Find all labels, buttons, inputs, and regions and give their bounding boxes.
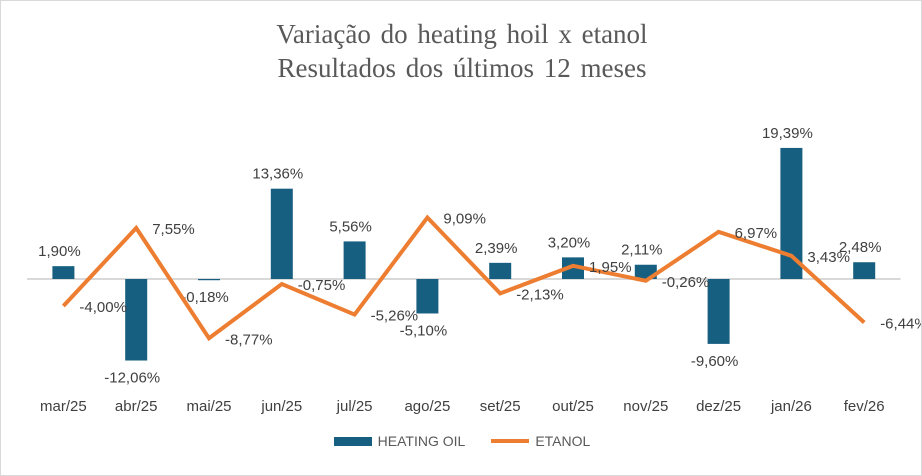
- legend-swatch-line: [491, 439, 530, 443]
- x-tick-label: mar/25: [40, 398, 87, 415]
- data-label-heating-oil: 2,39%: [475, 240, 518, 257]
- bar-heating-oil: [707, 279, 730, 344]
- x-tick-label: mai/25: [186, 398, 231, 415]
- x-tick-label: nov/25: [623, 398, 668, 415]
- x-tick-label: out/25: [552, 398, 594, 415]
- chart-subtitle: Resultados dos últimos 12 meses: [277, 53, 647, 83]
- x-tick-label: jan/26: [770, 398, 812, 415]
- bar-heating-oil: [562, 257, 584, 279]
- data-label-heating-oil: -0,18%: [181, 289, 229, 306]
- data-label-heating-oil: -12,06%: [104, 370, 160, 387]
- bar-heating-oil: [853, 262, 876, 279]
- legend-label: HEATING OIL: [377, 433, 466, 449]
- legend: HEATING OIL ETANOL: [1, 433, 921, 449]
- bar-heating-oil: [270, 188, 293, 279]
- x-tick-label: set/25: [480, 398, 521, 415]
- data-label-heating-oil: 3,20%: [548, 234, 591, 251]
- bar-heating-oil: [198, 279, 220, 281]
- bar-heating-oil: [489, 262, 512, 279]
- data-label-etanol: -4,00%: [79, 299, 127, 316]
- legend-swatch-bar: [333, 436, 372, 446]
- data-label-heating-oil: 2,48%: [839, 239, 882, 256]
- bar-heating-oil: [52, 266, 75, 279]
- legend-label: ETANOL: [535, 433, 591, 449]
- data-label-etanol: -8,77%: [225, 331, 273, 348]
- data-label-etanol: -5,26%: [371, 308, 419, 325]
- bar-heating-oil: [780, 147, 803, 279]
- data-label-etanol: -0,26%: [662, 274, 710, 291]
- data-label-heating-oil: -5,10%: [400, 322, 448, 339]
- data-label-etanol: -0,75%: [298, 277, 346, 294]
- line-etanol: [61, 214, 866, 342]
- data-label-etanol: 9,09%: [443, 211, 486, 228]
- data-label-etanol: 3,43%: [807, 249, 850, 266]
- data-label-etanol: -6,44%: [880, 316, 922, 333]
- x-tick-label: abr/25: [115, 398, 158, 415]
- data-label-heating-oil: 5,56%: [329, 218, 372, 235]
- bar-heating-oil: [343, 241, 366, 279]
- data-label-heating-oil: 13,36%: [252, 166, 303, 183]
- data-label-etanol: 1,95%: [589, 259, 632, 276]
- data-label-heating-oil: 19,39%: [762, 125, 813, 142]
- x-tick-label: jun/25: [260, 398, 302, 415]
- data-label-etanol: -2,13%: [516, 286, 564, 303]
- data-label-etanol: 7,55%: [152, 221, 195, 238]
- x-tick-label: fev/26: [844, 398, 885, 415]
- bar-heating-oil: [125, 279, 148, 361]
- legend-item-etanol[interactable]: ETANOL: [491, 433, 590, 449]
- data-label-heating-oil: 2,11%: [621, 242, 662, 259]
- data-label-heating-oil: -9,60%: [691, 353, 739, 370]
- data-label-etanol: 6,97%: [735, 225, 778, 242]
- bar-heating-oil: [416, 279, 439, 314]
- chart-title: Variação do heating hoil x etanol: [276, 19, 648, 49]
- legend-item-heating-oil[interactable]: HEATING OIL: [333, 433, 466, 449]
- x-tick-label: jul/25: [336, 398, 373, 415]
- x-tick-label: dez/25: [696, 398, 741, 415]
- x-tick-label: ago/25: [404, 398, 450, 415]
- data-label-heating-oil: 1,90%: [38, 243, 81, 260]
